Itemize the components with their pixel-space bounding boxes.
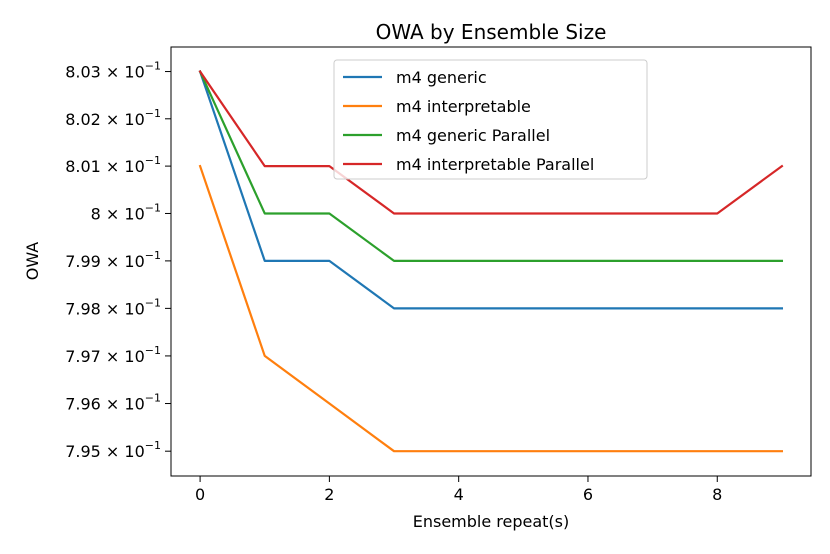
series-line-4 xyxy=(198,70,784,215)
legend-label-3: m4 generic Parallel xyxy=(396,126,550,145)
series-layer xyxy=(198,70,784,453)
y-tick-label: 7.98 × 10−1 xyxy=(65,296,161,318)
legend-label-1: m4 generic xyxy=(396,68,487,87)
legend: m4 generic m4 interpretable m4 generic Par… xyxy=(333,59,648,180)
y-tick-label: 8.03 × 10−1 xyxy=(65,60,161,82)
series-line-3 xyxy=(198,70,784,262)
plot-frame xyxy=(170,46,812,477)
legend-label-4: m4 interpretable Parallel xyxy=(396,155,594,174)
x-tick-label: 0 xyxy=(195,485,205,504)
x-tick-label: 8 xyxy=(712,485,722,504)
x-tick-label: 2 xyxy=(324,485,334,504)
legend-box xyxy=(333,59,648,180)
y-tick-label: 7.99 × 10−1 xyxy=(65,249,161,271)
y-tick-label: 8.02 × 10−1 xyxy=(65,107,161,129)
x-tick-label: 4 xyxy=(454,485,464,504)
y-axis-label: OWA xyxy=(23,242,42,281)
y-tick-label: 7.95 × 10−1 xyxy=(65,439,161,461)
y-tick-label: 7.97 × 10−1 xyxy=(65,344,161,366)
x-axis-label: Ensemble repeat(s) xyxy=(413,512,570,531)
legend-label-2: m4 interpretable xyxy=(396,97,531,116)
y-tick-label: 7.96 × 10−1 xyxy=(65,392,161,414)
series-line-2 xyxy=(198,164,784,453)
y-axis: 8.03 × 10−1 8.02 × 10−1 8.01 × 10−1 8 × 10−… xyxy=(65,60,171,461)
y-tick-label: 8 × 10−1 xyxy=(91,201,161,223)
chart-title: OWA by Ensemble Size xyxy=(376,20,607,44)
x-axis: 0 2 4 6 8 xyxy=(195,476,722,504)
y-tick-label: 8.01 × 10−1 xyxy=(65,154,161,176)
series-line-1 xyxy=(198,70,784,310)
x-tick-label: 6 xyxy=(583,485,593,504)
